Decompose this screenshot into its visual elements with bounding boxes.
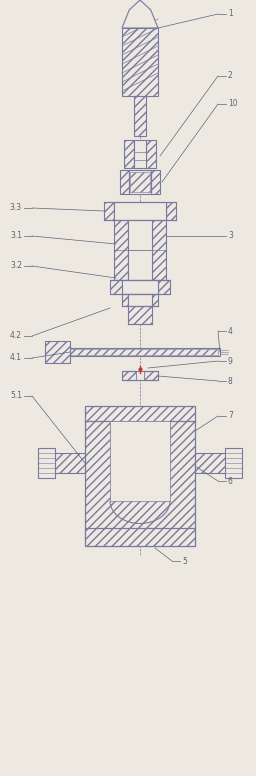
Bar <box>62 349 218 355</box>
Bar <box>110 280 122 294</box>
Bar <box>128 294 152 306</box>
Bar <box>128 220 152 280</box>
Text: 5.1: 5.1 <box>10 392 22 400</box>
Bar <box>146 140 156 168</box>
Bar <box>128 306 152 324</box>
Text: 9: 9 <box>228 356 233 365</box>
Bar <box>60 348 220 356</box>
Bar <box>158 280 170 294</box>
Text: 4.1: 4.1 <box>10 354 22 362</box>
Bar <box>151 170 160 194</box>
Text: 3.2: 3.2 <box>10 262 22 271</box>
Bar <box>110 421 170 501</box>
Bar <box>134 140 146 168</box>
Bar <box>42 453 85 473</box>
Text: 4.2: 4.2 <box>10 331 22 341</box>
Bar <box>120 170 129 194</box>
Text: 10: 10 <box>228 99 238 109</box>
Bar <box>104 202 114 220</box>
Text: 4: 4 <box>228 327 233 335</box>
Bar <box>110 421 170 436</box>
Text: 1: 1 <box>228 9 233 19</box>
Bar <box>122 28 158 96</box>
Bar <box>124 140 134 168</box>
Bar <box>225 448 242 478</box>
Text: 5: 5 <box>182 556 187 566</box>
Text: 3.3: 3.3 <box>10 203 22 213</box>
Text: 2: 2 <box>228 71 233 81</box>
Bar <box>144 371 158 380</box>
Bar <box>130 172 150 192</box>
Bar <box>85 406 195 546</box>
Bar <box>122 280 158 294</box>
Bar <box>85 406 195 546</box>
Bar <box>38 448 55 478</box>
Text: 3: 3 <box>228 231 233 241</box>
Polygon shape <box>122 0 158 28</box>
Bar <box>195 453 238 473</box>
Bar <box>129 170 151 194</box>
Bar <box>122 294 128 306</box>
Bar <box>85 528 195 546</box>
Bar <box>122 371 136 380</box>
Bar <box>152 220 166 280</box>
Bar <box>152 294 158 306</box>
Text: 6: 6 <box>228 476 233 486</box>
Bar <box>45 341 70 363</box>
Bar <box>166 202 176 220</box>
Text: 3.1: 3.1 <box>10 231 22 241</box>
Text: 7: 7 <box>228 411 233 421</box>
Bar <box>136 371 144 380</box>
Bar <box>134 96 146 136</box>
Text: 8: 8 <box>228 376 233 386</box>
Bar <box>114 220 128 280</box>
Bar <box>114 202 166 220</box>
